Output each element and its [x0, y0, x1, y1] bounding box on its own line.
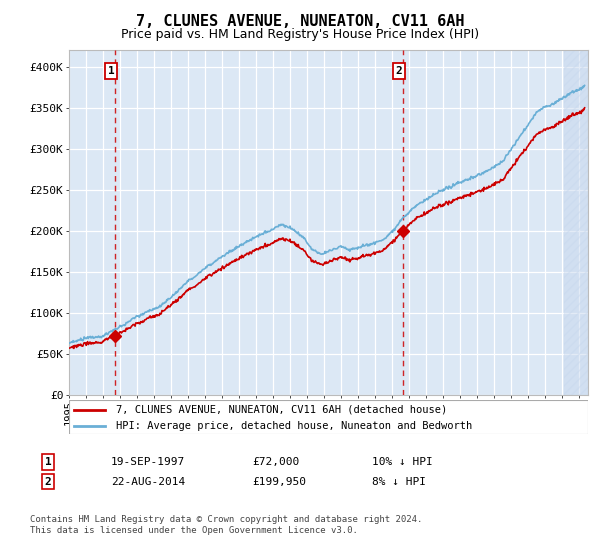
Text: 19-SEP-1997: 19-SEP-1997	[111, 457, 185, 467]
Text: 10% ↓ HPI: 10% ↓ HPI	[372, 457, 433, 467]
Text: 2: 2	[44, 477, 52, 487]
Text: 7, CLUNES AVENUE, NUNEATON, CV11 6AH (detached house): 7, CLUNES AVENUE, NUNEATON, CV11 6AH (de…	[116, 405, 447, 415]
Text: £199,950: £199,950	[252, 477, 306, 487]
Text: HPI: Average price, detached house, Nuneaton and Bedworth: HPI: Average price, detached house, Nune…	[116, 421, 472, 431]
Text: 8% ↓ HPI: 8% ↓ HPI	[372, 477, 426, 487]
Text: 1: 1	[107, 66, 115, 76]
Text: 7, CLUNES AVENUE, NUNEATON, CV11 6AH: 7, CLUNES AVENUE, NUNEATON, CV11 6AH	[136, 14, 464, 29]
Text: 2: 2	[395, 66, 403, 76]
Text: 22-AUG-2014: 22-AUG-2014	[111, 477, 185, 487]
Text: Price paid vs. HM Land Registry's House Price Index (HPI): Price paid vs. HM Land Registry's House …	[121, 28, 479, 41]
Text: Contains HM Land Registry data © Crown copyright and database right 2024.
This d: Contains HM Land Registry data © Crown c…	[30, 515, 422, 535]
Bar	[564, 50, 588, 395]
Text: £72,000: £72,000	[252, 457, 299, 467]
Text: 1: 1	[44, 457, 52, 467]
